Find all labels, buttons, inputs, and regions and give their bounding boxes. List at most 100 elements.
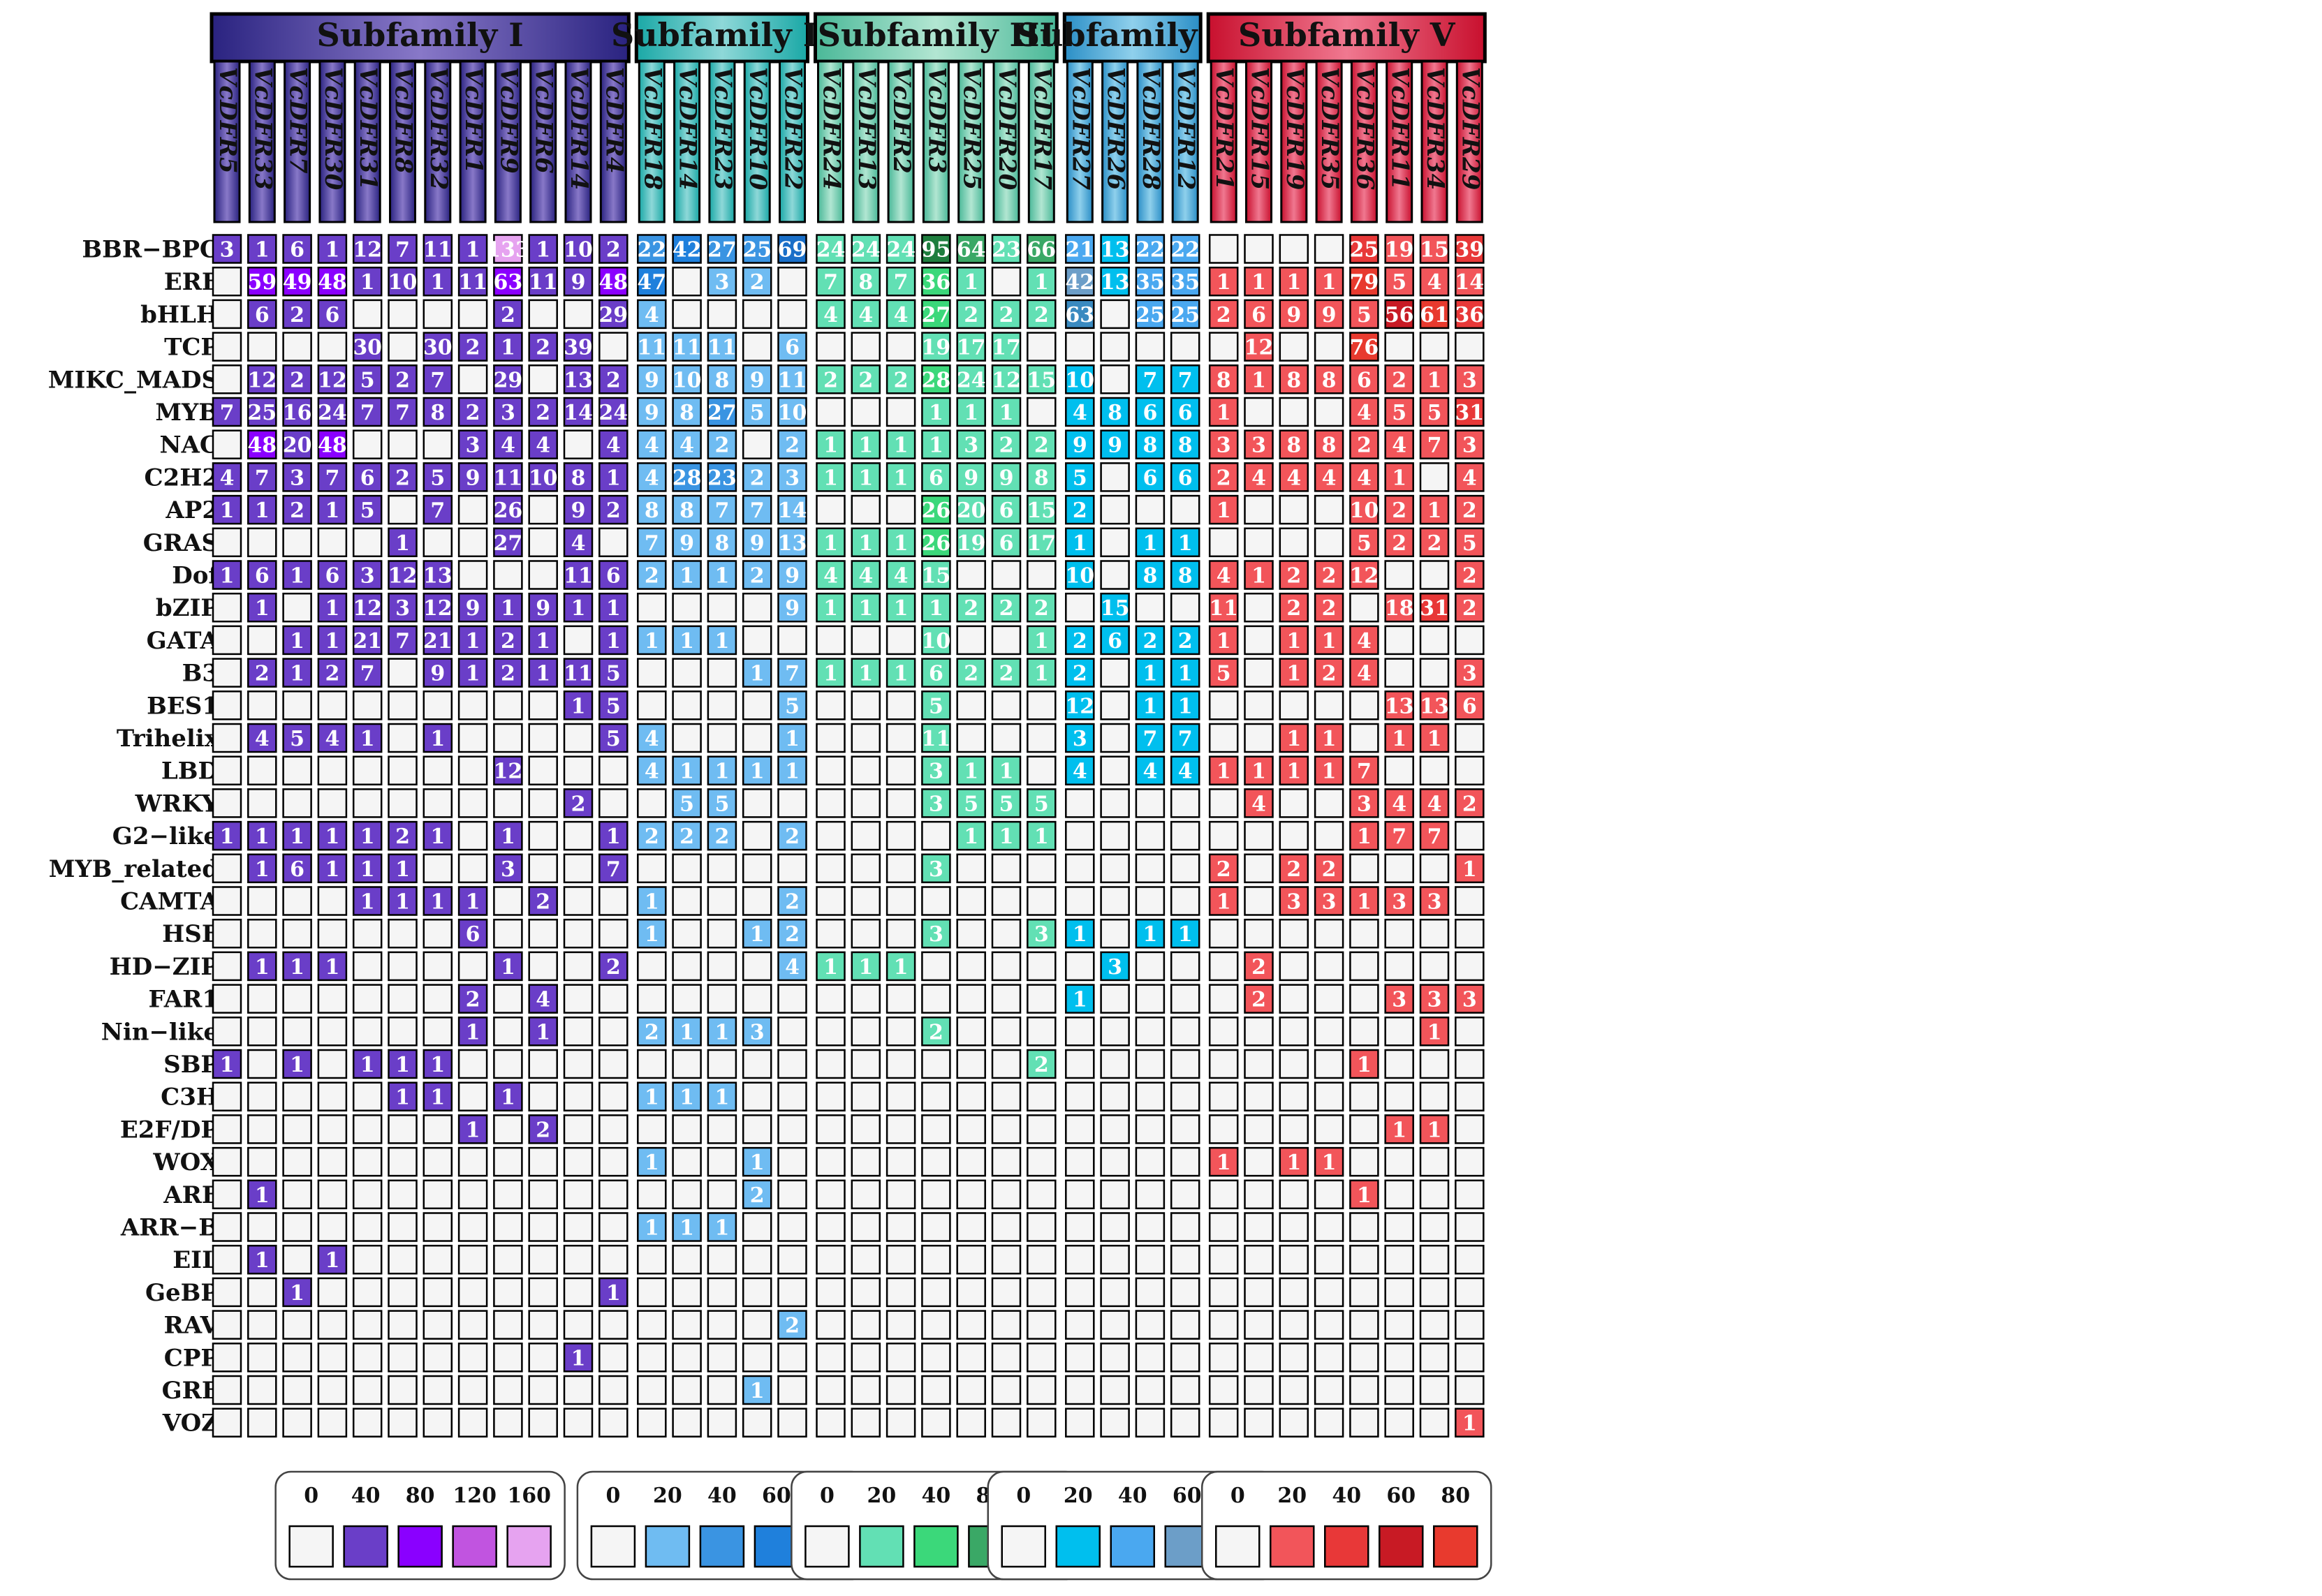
heatmap-cell: [1100, 820, 1130, 851]
cell-value: 2: [1034, 303, 1049, 327]
heatmap-cell: [1065, 820, 1095, 851]
heatmap-cell: [1314, 853, 1344, 884]
cell-value: 1: [1142, 694, 1157, 718]
heatmap-cell: [1027, 1081, 1057, 1111]
heatmap-cell: [921, 364, 951, 394]
heatmap-cell: [1314, 429, 1344, 459]
heatmap-cell: [672, 984, 702, 1014]
cell-value: 4: [571, 531, 586, 556]
heatmap-cell: [886, 429, 916, 459]
heatmap-cell: [1100, 1114, 1130, 1144]
heatmap-cell: [991, 820, 1022, 851]
heatmap-cell: [457, 234, 488, 264]
heatmap-cell: [1455, 266, 1485, 297]
heatmap-cell: [707, 1081, 737, 1111]
heatmap-cell: [886, 1212, 916, 1242]
heatmap-cell: [212, 429, 242, 459]
cell-value: 15: [1027, 498, 1056, 523]
heatmap-cell: [777, 1081, 807, 1111]
heatmap-cell: [1279, 788, 1309, 818]
cell-value: 4: [1427, 270, 1442, 295]
legend-tick: 120: [453, 1484, 497, 1508]
heatmap-cell: [816, 332, 846, 362]
heatmap-cell: [956, 820, 986, 851]
heatmap-cell: [1135, 234, 1166, 264]
heatmap-cell: [816, 1146, 846, 1177]
heatmap-cell: [742, 462, 772, 492]
heatmap-cell: [1314, 1244, 1344, 1275]
cell-value: 1: [501, 336, 515, 360]
heatmap-cell: [352, 397, 383, 427]
column-label-box: [1171, 60, 1199, 223]
heatmap-cell: [1135, 1081, 1166, 1111]
heatmap-cell: [528, 1212, 558, 1242]
heatmap-cell: [282, 1212, 312, 1242]
heatmap-cell: [1170, 1407, 1200, 1438]
heatmap-cell: [317, 658, 348, 688]
heatmap-cell: [247, 527, 277, 558]
heatmap-cell: [247, 1375, 277, 1405]
cell-value: 2: [785, 890, 800, 915]
heatmap-cell: [921, 397, 951, 427]
heatmap-cell: [707, 592, 737, 623]
heatmap-cell: [1314, 1310, 1344, 1340]
heatmap-cell: [816, 462, 846, 492]
heatmap-cell: [528, 1017, 558, 1047]
cell-value: 1: [1217, 401, 1231, 425]
heatmap-cell: [352, 788, 383, 818]
heatmap-cell: [1027, 886, 1057, 916]
cell-value: 8: [1034, 466, 1049, 490]
heatmap-cell: [777, 527, 807, 558]
cell-value: 1: [645, 1086, 659, 1110]
heatmap-cell: [672, 592, 702, 623]
heatmap-cell: [1135, 1179, 1166, 1210]
heatmap-cell: [352, 234, 383, 264]
heatmap-cell: [991, 332, 1022, 362]
heatmap-cell: [742, 1310, 772, 1340]
heatmap-cell: [777, 886, 807, 916]
heatmap-cell: [1170, 1343, 1200, 1373]
heatmap-cell: [816, 723, 846, 753]
heatmap-cell: [1455, 1017, 1485, 1047]
heatmap-cell: [672, 1017, 702, 1047]
heatmap-cell: [1314, 1375, 1344, 1405]
cell-value: 13: [1101, 238, 1130, 263]
row-label: RAV: [163, 1312, 219, 1340]
heatmap-cell: [528, 853, 558, 884]
heatmap-cell: [1208, 625, 1239, 656]
cell-value: 1: [858, 596, 873, 621]
cell-value: 1: [220, 564, 235, 589]
heatmap-cell: [1384, 527, 1414, 558]
heatmap-cell: [317, 364, 348, 394]
heatmap-cell: [422, 690, 453, 721]
column-label-box: [599, 60, 627, 223]
column-label: VcDFR26: [1102, 67, 1130, 190]
heatmap-cell: [742, 1375, 772, 1405]
heatmap-cell: [1065, 1017, 1095, 1047]
cell-value: 3: [785, 466, 800, 490]
heatmap-cell: [1027, 984, 1057, 1014]
heatmap-cell: [1027, 625, 1057, 656]
subfamily-title: Subfamily III: [818, 16, 1055, 54]
cell-value: 4: [1178, 760, 1193, 784]
cell-value: 3: [360, 564, 375, 589]
cell-value: 3: [1462, 368, 1477, 392]
heatmap-cell: [493, 1114, 523, 1144]
column-label-box: [1315, 60, 1343, 223]
heatmap-cell: [1244, 527, 1274, 558]
column-label: VcDFR34: [1421, 67, 1449, 190]
heatmap-cell: [247, 1114, 277, 1144]
heatmap-cell: [921, 266, 951, 297]
heatmap-cell: [1065, 364, 1095, 394]
cell-value: 1: [1357, 890, 1372, 915]
cell-value: 1: [1427, 368, 1442, 392]
cell-value: 1: [645, 922, 659, 947]
heatmap-cell: [457, 364, 488, 394]
heatmap-cell: [1349, 723, 1379, 753]
heatmap-cell: [598, 1407, 629, 1438]
heatmap-cell: [493, 1277, 523, 1308]
heatmap-cell: [563, 1407, 594, 1438]
heatmap-cell: [921, 494, 951, 525]
heatmap-cell: [1027, 1375, 1057, 1405]
heatmap-cell: [921, 462, 951, 492]
